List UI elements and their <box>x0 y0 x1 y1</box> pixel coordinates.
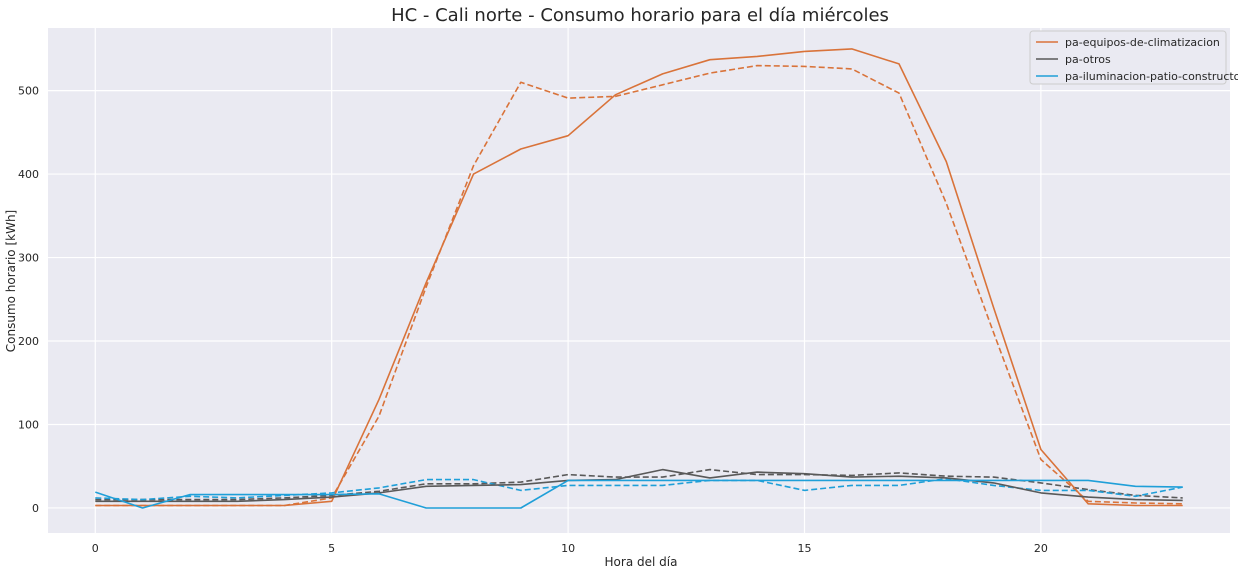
x-tick-label: 10 <box>561 542 575 555</box>
y-tick-label: 300 <box>18 252 39 265</box>
grid <box>48 28 1230 533</box>
series-line-dashed-5 <box>95 477 1183 501</box>
y-axis-label: Consumo horario [kWh] <box>4 210 18 352</box>
x-tick-label: 5 <box>328 542 335 555</box>
legend-label: pa-equipos-de-climatizacion <box>1065 36 1220 49</box>
y-tick-label: 500 <box>18 85 39 98</box>
x-tick-label: 0 <box>92 542 99 555</box>
series-line-0 <box>95 48 1183 507</box>
series-layer <box>95 48 1183 509</box>
legend: pa-equipos-de-climatizacion pa-otros pa-il… <box>1029 30 1238 85</box>
x-axis-label: Hora del día <box>605 555 678 569</box>
y-tick-label: 400 <box>18 168 39 181</box>
chart-title: HC - Cali norte - Consumo horario para e… <box>391 5 889 26</box>
plot-background <box>48 28 1230 533</box>
series-line-2 <box>95 479 1183 509</box>
y-tick-label: 100 <box>18 418 39 431</box>
legend-label: pa-iluminacion-patio-constructor <box>1065 70 1238 83</box>
y-tick-label: 0 <box>32 502 39 515</box>
series-line-dashed-4 <box>95 468 1183 501</box>
x-tick-label: 15 <box>797 542 811 555</box>
y-tick-label: 200 <box>18 335 39 348</box>
x-tick-label: 20 <box>1034 542 1048 555</box>
legend-label: pa-otros <box>1065 53 1111 66</box>
series-line-1 <box>95 468 1183 503</box>
legend-box <box>1029 30 1227 85</box>
